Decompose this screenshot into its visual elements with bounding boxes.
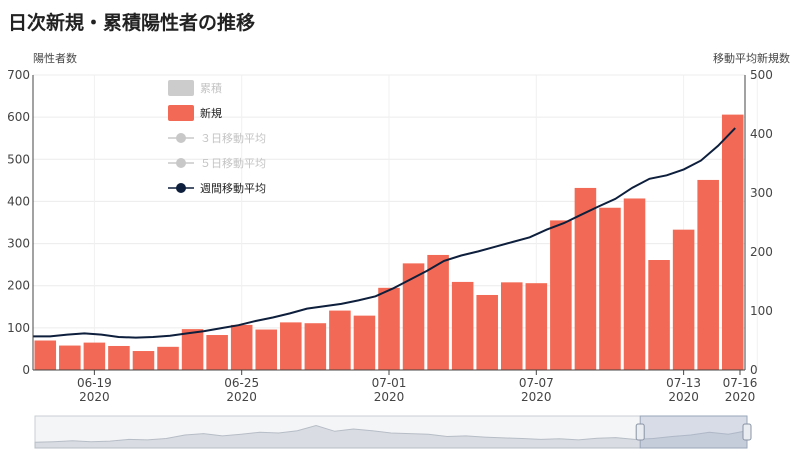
bar-new-cases[interactable]	[34, 340, 57, 371]
legend-item[interactable]: 週間移動平均	[168, 181, 266, 195]
bar-new-cases[interactable]	[329, 310, 351, 370]
x-tick-date: 07-16	[723, 376, 758, 390]
bar-new-cases[interactable]	[500, 282, 523, 370]
legend-label[interactable]: 週間移動平均	[200, 181, 266, 195]
x-tick-date: 07-07	[519, 376, 554, 390]
legend-swatch[interactable]	[168, 105, 194, 121]
legend-item[interactable]: 新規	[168, 105, 222, 121]
y-left-axis-title: 陽性者数	[33, 51, 77, 65]
bar-new-cases[interactable]	[648, 260, 670, 370]
y-right-tick-label: 0	[750, 363, 758, 377]
y-left-tick-label: 300	[7, 237, 30, 251]
bar-new-cases[interactable]	[402, 263, 425, 370]
bar-new-cases[interactable]	[206, 335, 228, 370]
x-tick-date: 06-19	[77, 376, 112, 390]
y-left-tick-label: 100	[7, 321, 30, 335]
legend-item[interactable]: ３日移動平均	[168, 131, 266, 145]
x-tick-date: 07-13	[666, 376, 701, 390]
legend-label[interactable]: 新規	[200, 106, 222, 120]
y-left-tick-label: 0	[22, 363, 30, 377]
chart-title: 日次新規・累積陽性者の推移	[8, 12, 256, 34]
bar-new-cases[interactable]	[132, 351, 155, 370]
x-tick-year: 2020	[668, 390, 699, 404]
bar-new-cases[interactable]	[83, 342, 106, 370]
y-right-tick-label: 400	[750, 127, 773, 141]
navigator-selection[interactable]	[639, 415, 748, 449]
y-left-tick-label: 400	[7, 194, 30, 208]
x-tick-year: 2020	[226, 390, 257, 404]
bar-new-cases[interactable]	[525, 283, 548, 370]
moving-average-series	[33, 127, 736, 339]
legend-marker[interactable]	[176, 133, 186, 143]
bar-new-cases[interactable]	[623, 198, 646, 370]
legend-swatch[interactable]	[168, 80, 194, 96]
x-tick-year: 2020	[79, 390, 110, 404]
bar-new-cases[interactable]	[427, 254, 449, 370]
axes: 0 100 200 300 400 500 600 700 0 100 200 300 400 500 陽性…	[7, 51, 790, 404]
legend-label[interactable]: ５日移動平均	[200, 156, 266, 170]
legend-item[interactable]: 累積	[168, 80, 222, 96]
bar-new-cases[interactable]	[181, 329, 204, 370]
navigator-area	[34, 424, 748, 449]
bar-new-cases[interactable]	[378, 287, 400, 370]
bar-new-cases[interactable]	[157, 346, 179, 370]
y-left-tick-label: 700	[7, 68, 30, 82]
bar-new-cases[interactable]	[476, 294, 498, 370]
legend-item[interactable]: ５日移動平均	[168, 156, 266, 170]
bar-new-cases[interactable]	[280, 322, 302, 370]
legend-marker[interactable]	[176, 183, 186, 193]
bar-new-cases[interactable]	[230, 324, 253, 370]
bar-new-cases[interactable]	[59, 345, 81, 370]
y-right-tick-label: 500	[750, 68, 773, 82]
bar-new-cases[interactable]	[353, 315, 376, 370]
y-right-axis-title: 移動平均新規数	[713, 51, 790, 65]
navigator-handle[interactable]	[635, 423, 645, 441]
bar-new-cases[interactable]	[697, 179, 719, 370]
line-weekly-average[interactable]	[33, 127, 736, 339]
y-left-tick-label: 200	[7, 279, 30, 293]
bar-new-cases[interactable]	[108, 345, 130, 370]
x-tick-date: 06-25	[224, 376, 259, 390]
bar-new-cases[interactable]	[304, 323, 327, 370]
y-left-tick-label: 600	[7, 110, 30, 124]
bar-series	[34, 114, 744, 371]
legend-label[interactable]: 累積	[200, 81, 222, 95]
bar-new-cases[interactable]	[672, 229, 695, 370]
bar-new-cases[interactable]	[255, 329, 278, 370]
y-right-tick-label: 100	[750, 304, 773, 318]
y-left-tick-label: 500	[7, 152, 30, 166]
x-tick-year: 2020	[374, 390, 405, 404]
navigator-handle[interactable]	[742, 423, 752, 441]
x-tick-year: 2020	[725, 390, 756, 404]
y-right-tick-label: 300	[750, 186, 773, 200]
bar-new-cases[interactable]	[451, 281, 474, 370]
bar-new-cases[interactable]	[721, 114, 744, 370]
y-right-tick-label: 200	[750, 245, 773, 259]
legend-label[interactable]: ３日移動平均	[200, 131, 266, 145]
x-tick-year: 2020	[521, 390, 552, 404]
x-tick-date: 07-01	[372, 376, 407, 390]
legend-marker[interactable]	[176, 158, 186, 168]
bar-new-cases[interactable]	[550, 220, 572, 370]
range-navigator	[34, 415, 752, 449]
bar-new-cases[interactable]	[574, 187, 597, 370]
bar-new-cases[interactable]	[599, 207, 621, 370]
